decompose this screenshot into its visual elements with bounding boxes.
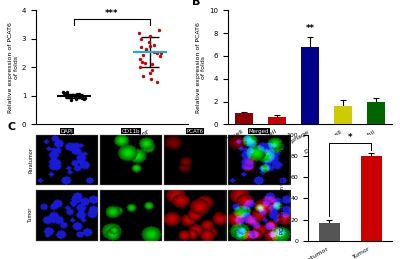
Point — [136, 65, 143, 69]
Point — [68, 98, 74, 102]
Point — [147, 44, 154, 48]
Bar — [318, 223, 340, 241]
Y-axis label: Paratumor: Paratumor — [28, 147, 33, 173]
Y-axis label: Relative expression of PCAT6
of folds: Relative expression of PCAT6 of folds — [196, 22, 206, 113]
Point — [137, 57, 143, 61]
Point — [73, 97, 80, 101]
Point — [140, 52, 146, 56]
Point — [78, 95, 85, 99]
Point — [147, 34, 153, 38]
Point — [69, 93, 76, 97]
Point — [76, 91, 82, 96]
Point — [63, 94, 69, 98]
Point — [61, 91, 67, 95]
Point — [138, 45, 144, 49]
Bar — [366, 102, 385, 124]
Point — [60, 90, 66, 95]
Title: PCAT6: PCAT6 — [186, 129, 204, 134]
Point — [140, 74, 146, 78]
Point — [71, 94, 78, 98]
Point — [64, 93, 71, 97]
Point — [151, 42, 158, 47]
Point — [73, 94, 80, 98]
Point — [142, 47, 149, 51]
Point — [70, 93, 76, 97]
Y-axis label: PCAT6 expressed in CD11b+ cells (%): PCAT6 expressed in CD11b+ cells (%) — [280, 142, 285, 234]
Point — [138, 37, 144, 41]
Point — [81, 97, 88, 101]
Text: *: * — [348, 133, 352, 142]
Bar — [301, 47, 319, 124]
Point — [82, 96, 88, 100]
Y-axis label: Tumor: Tumor — [28, 208, 33, 223]
Point — [149, 68, 155, 72]
Point — [79, 96, 86, 100]
Bar — [235, 113, 254, 124]
Title: Merged: Merged — [249, 129, 269, 134]
Text: **: ** — [306, 24, 314, 33]
Title: CD11b: CD11b — [122, 129, 140, 134]
Point — [141, 61, 148, 65]
Point — [149, 62, 156, 67]
Bar — [360, 156, 382, 241]
Point — [62, 91, 69, 95]
Point — [148, 77, 154, 81]
Point — [154, 51, 160, 55]
Text: B: B — [192, 0, 200, 7]
Bar — [334, 106, 352, 124]
Point — [158, 51, 164, 55]
Point — [64, 90, 70, 94]
Point — [66, 95, 72, 99]
Point — [139, 60, 146, 64]
Point — [73, 92, 80, 96]
Point — [157, 54, 164, 58]
Point — [150, 50, 157, 54]
Text: C: C — [8, 121, 16, 132]
Point — [147, 71, 154, 75]
Point — [66, 94, 73, 98]
Point — [136, 31, 142, 35]
Point — [68, 95, 74, 99]
Point — [64, 92, 70, 96]
Title: DAPI: DAPI — [61, 129, 73, 134]
Point — [66, 94, 72, 98]
Point — [153, 80, 160, 84]
Point — [156, 28, 162, 32]
Y-axis label: Relative expression of PCAT6
of folds: Relative expression of PCAT6 of folds — [8, 22, 19, 113]
Bar — [268, 117, 286, 124]
Point — [142, 48, 149, 52]
Point — [76, 95, 82, 99]
Point — [146, 40, 152, 44]
Point — [63, 92, 69, 96]
Text: ***: *** — [105, 9, 119, 18]
